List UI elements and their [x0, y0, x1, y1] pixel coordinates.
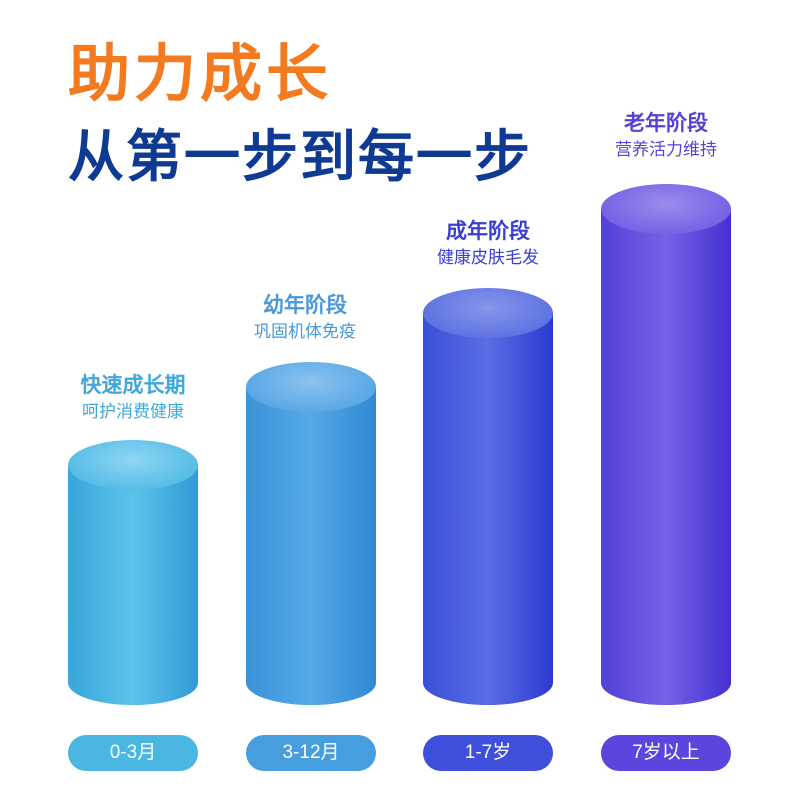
stage-title: 幼年阶段 [263, 294, 347, 317]
cylinder-3 [423, 288, 553, 705]
age-badge-2: 3-12月 [246, 735, 376, 771]
headline-secondary: 从第一步到每一步 [68, 125, 532, 188]
age-badge-4: 7岁以上 [601, 735, 731, 771]
cylinder-4 [601, 184, 731, 705]
cylinder-2 [246, 362, 376, 705]
cylinder-1 [68, 440, 198, 705]
stage-label-3: 成年阶段 健康皮肤毛发 [388, 218, 588, 270]
age-badge-3: 1-7岁 [423, 735, 553, 771]
stage-subtitle: 营养活力维持 [615, 140, 717, 159]
stage-label-1: 快速成长期 呵护消费健康 [33, 372, 233, 424]
stage-subtitle: 巩固机体免疫 [254, 322, 356, 341]
stage-subtitle: 健康皮肤毛发 [437, 248, 539, 267]
stage-title: 快速成长期 [80, 374, 186, 397]
stage-label-4: 老年阶段 营养活力维持 [566, 110, 766, 162]
headline-primary: 助力成长 [68, 40, 333, 109]
stage-subtitle: 呵护消费健康 [82, 402, 184, 421]
stage-title: 成年阶段 [446, 220, 530, 243]
stage-title: 老年阶段 [624, 112, 708, 135]
age-badge-1: 0-3月 [68, 735, 198, 771]
stage-label-2: 幼年阶段 巩固机体免疫 [205, 292, 405, 344]
